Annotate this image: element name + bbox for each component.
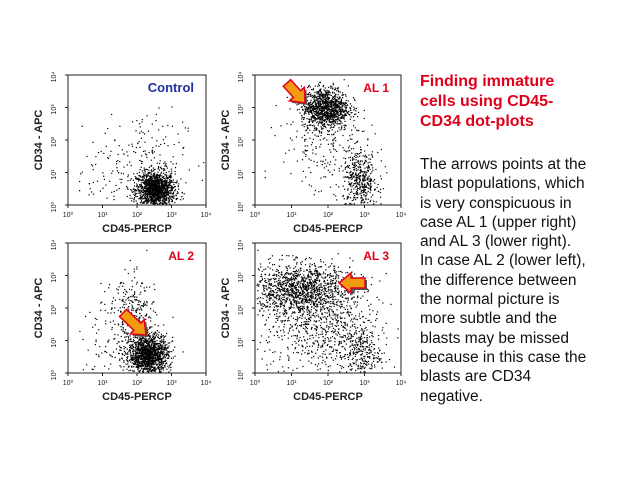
x-tick-label: 10⁰ [63, 379, 74, 387]
x-tick-label: 10² [132, 380, 143, 387]
x-tick-label: 10¹ [97, 212, 108, 219]
body-line: and AL 3 (lower right). [420, 233, 572, 251]
body-line: the difference between [420, 271, 577, 289]
y-axis-label: CD34 - APC [220, 278, 232, 339]
y-axis-label: CD34 - APC [220, 110, 232, 171]
y-tick-label: 10¹ [51, 169, 58, 180]
x-tick-label: 10² [323, 380, 334, 387]
plot-frame [67, 74, 207, 206]
body-line: blasts are CD34 [420, 368, 532, 386]
x-tick-label: 10² [132, 212, 143, 219]
x-tick-label: 10⁰ [63, 211, 74, 219]
y-axis-label: CD34 - APC [33, 278, 45, 339]
y-tick-label: 10¹ [238, 337, 245, 348]
x-axis-label: CD45-PERCP [293, 391, 363, 403]
body-line: negative. [420, 387, 483, 405]
y-tick-label: 10¹ [238, 169, 245, 180]
body-line: In case AL 2 (lower left), [420, 252, 586, 270]
x-tick-label: 10⁰ [250, 379, 261, 387]
title-line: cells using CD45- [420, 93, 554, 110]
y-tick-label: 10⁴ [238, 72, 245, 83]
body-line: more subtle and the [420, 310, 558, 328]
y-tick-label: 10³ [51, 104, 58, 115]
y-tick-label: 10⁰ [50, 370, 58, 381]
y-tick-label: 10³ [238, 104, 245, 115]
dot-cloud [79, 106, 205, 205]
y-tick-label: 10³ [238, 272, 245, 283]
y-tick-label: 10³ [51, 272, 58, 283]
panel-label: AL 3 [363, 249, 389, 263]
x-tick-label: 10³ [166, 380, 177, 387]
dot-cloud [264, 79, 388, 205]
dot-plot-al2: 10⁰ 10⁰ 10¹ 10¹ 10² 10² 10³ 10³ 10⁴ 10⁴ CD45-PERCP… [33, 240, 211, 403]
y-tick-label: 10⁰ [237, 370, 245, 381]
arrow-icon [118, 308, 147, 336]
arrow-icon [337, 271, 366, 295]
body-line: blast populations, which [420, 175, 585, 193]
dot-plot-control: 10⁰ 10⁰ 10¹ 10¹ 10² 10² 10³ 10³ 10⁴ 10⁴ CD45-PERCP… [33, 72, 211, 235]
y-tick-label: 10² [238, 136, 245, 147]
body-line: the normal picture is [420, 291, 560, 309]
body-line: blasts may be missed [420, 329, 570, 347]
y-axis-label: CD34 - APC [33, 110, 45, 171]
y-tick-label: 10⁴ [51, 240, 58, 251]
x-tick-label: 10⁴ [396, 380, 407, 387]
x-tick-label: 10¹ [97, 380, 108, 387]
body-line: case AL 1 (upper right) [420, 213, 577, 231]
slide-title: Finding immature cells using CD45- CD34 … [420, 72, 615, 132]
y-tick-label: 10⁰ [237, 202, 245, 213]
panel-label: AL 1 [363, 81, 389, 95]
x-tick-label: 10⁴ [201, 380, 212, 387]
x-tick-label: 10³ [166, 212, 177, 219]
y-tick-label: 10² [51, 304, 58, 315]
title-line: CD34 dot-plots [420, 113, 534, 130]
y-tick-label: 10⁴ [51, 72, 58, 83]
title-line: Finding immature [420, 73, 555, 90]
arrow-icon [282, 78, 306, 104]
y-tick-label: 10² [51, 136, 58, 147]
panel-label: AL 2 [168, 249, 194, 263]
x-tick-label: 10⁴ [396, 212, 407, 219]
slide-body-text: The arrows points at the blast populatio… [420, 155, 620, 406]
dot-plot-al3: 10⁰ 10⁰ 10¹ 10¹ 10² 10² 10³ 10³ 10⁴ 10⁴ CD45-PERCP… [220, 240, 406, 403]
x-tick-label: 10⁰ [250, 211, 261, 219]
x-tick-label: 10³ [359, 380, 370, 387]
panel-label: Control [148, 80, 194, 95]
x-tick-label: 10¹ [286, 212, 297, 219]
dot-plots-figure: 10⁰ 10⁰ 10¹ 10¹ 10² 10² 10³ 10³ 10⁴ 10⁴ CD45-PERCP… [33, 72, 406, 403]
x-tick-label: 10⁴ [201, 212, 212, 219]
y-tick-label: 10⁴ [238, 240, 245, 251]
dot-plot-al1: 10⁰ 10⁰ 10¹ 10¹ 10² 10² 10³ 10³ 10⁴ 10⁴ CD45-PERCP… [220, 72, 406, 235]
x-tick-label: 10² [323, 212, 334, 219]
x-axis-label: CD45-PERCP [293, 223, 363, 235]
y-tick-label: 10² [238, 304, 245, 315]
body-line: The arrows points at the [420, 156, 587, 173]
body-line: because in this case the [420, 348, 587, 366]
x-axis-label: CD45-PERCP [102, 391, 172, 403]
x-axis-label: CD45-PERCP [102, 223, 172, 235]
y-tick-label: 10⁰ [50, 202, 58, 213]
body-line: is very conspicuous in [420, 194, 572, 212]
x-tick-label: 10¹ [286, 380, 297, 387]
x-tick-label: 10³ [359, 212, 370, 219]
y-tick-label: 10¹ [51, 337, 58, 348]
